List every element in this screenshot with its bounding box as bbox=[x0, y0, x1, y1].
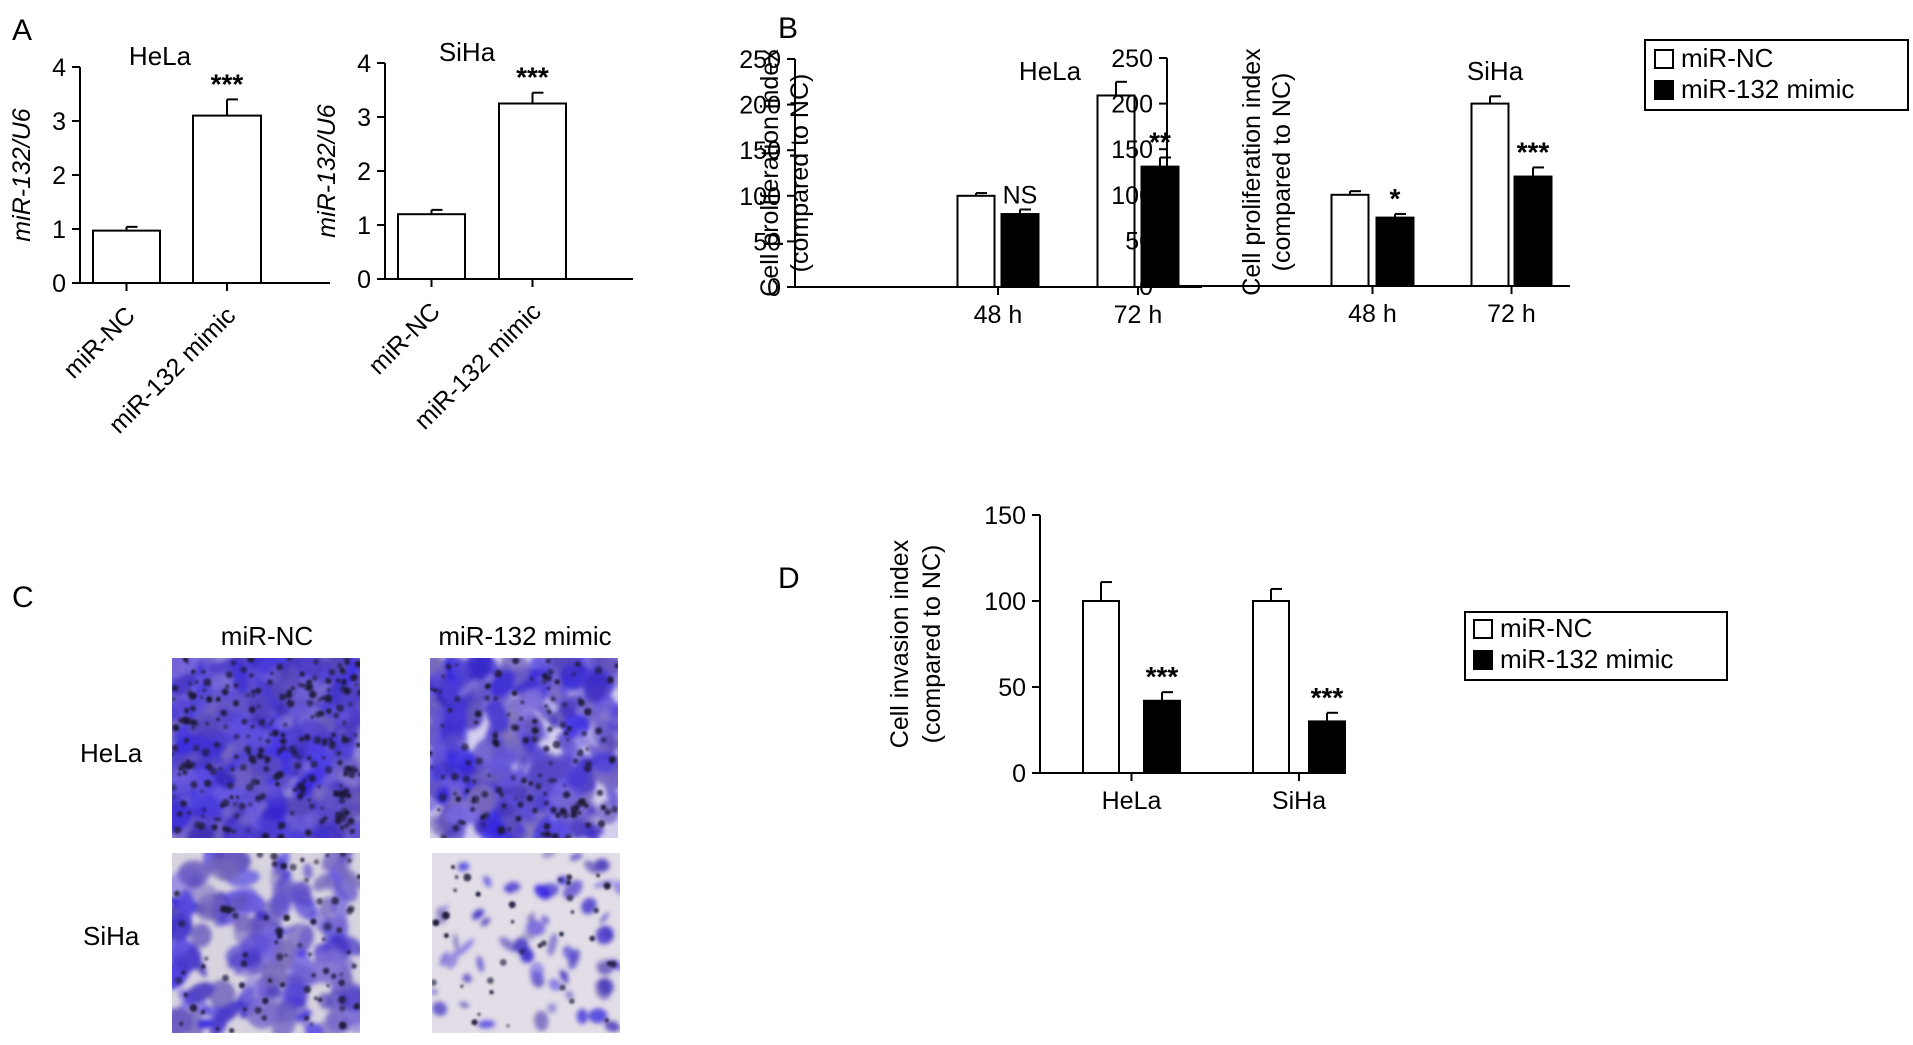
significance-label: *** bbox=[211, 68, 244, 99]
y-tick-label: 4 bbox=[52, 54, 66, 82]
y-tick-label: 0 bbox=[1012, 760, 1026, 788]
significance-label: * bbox=[1390, 183, 1401, 214]
bar bbox=[1330, 193, 1370, 287]
x-tick-label: miR-NC bbox=[363, 297, 446, 380]
y-tick-label: 50 bbox=[998, 674, 1026, 702]
bar bbox=[92, 229, 161, 284]
chart-title: SiHa bbox=[1467, 56, 1524, 86]
y-axis-label: Cell proliferation index bbox=[1238, 48, 1266, 296]
panel-c-row-label-siha: SiHa bbox=[83, 921, 140, 951]
x-tick-label: HeLa bbox=[1102, 787, 1162, 815]
panel-letter-a: A bbox=[12, 14, 32, 47]
x-tick-label: 48 h bbox=[1348, 300, 1397, 328]
panel-c-row-label-hela: HeLa bbox=[80, 738, 143, 768]
bar bbox=[397, 213, 466, 280]
legend-b-frame bbox=[1644, 39, 1909, 111]
panel-c-col-label-mimic: miR-132 mimic bbox=[438, 621, 611, 651]
micrograph-hela-mir-nc bbox=[172, 658, 360, 838]
y-axis-label: (compared to NC) bbox=[1268, 73, 1296, 272]
legend-d-label-mimic: miR-132 mimic bbox=[1500, 644, 1673, 674]
significance-label: *** bbox=[1311, 682, 1344, 713]
legend-b-swatch-filled bbox=[1654, 80, 1674, 100]
y-tick-label: 2 bbox=[357, 158, 371, 186]
bar bbox=[192, 114, 262, 284]
y-tick-label: 200 bbox=[1111, 91, 1153, 119]
bar bbox=[1470, 102, 1510, 287]
y-tick-label: 4 bbox=[357, 50, 371, 78]
bar bbox=[1082, 600, 1120, 774]
y-tick-label: 250 bbox=[739, 46, 781, 74]
panel-c: miR-NC miR-132 mimic HeLa SiHa bbox=[80, 621, 620, 1033]
chart-b-hela: 0 50 100 150 200 250 HeLa Cell proliferation in… bbox=[739, 46, 1202, 329]
significance-label: *** bbox=[1146, 661, 1179, 692]
y-axis-label: (compared to NC) bbox=[918, 545, 946, 744]
legend-d-swatch-open bbox=[1473, 619, 1493, 639]
legend-b-label-nc: miR-NC bbox=[1681, 43, 1773, 73]
y-tick-label: 100 bbox=[984, 588, 1026, 616]
micrograph-hela-mir-132-mimic bbox=[430, 658, 618, 838]
bar bbox=[1096, 94, 1136, 289]
y-tick-label: 3 bbox=[52, 108, 66, 136]
y-tick-label: 100 bbox=[739, 183, 781, 211]
bar bbox=[1143, 699, 1181, 775]
legend-b-swatch-open bbox=[1654, 49, 1674, 69]
x-tick-label: SiHa bbox=[1272, 787, 1326, 815]
y-tick-label: 200 bbox=[739, 92, 781, 120]
y-tick-label: 50 bbox=[1125, 227, 1153, 255]
panel-letter-c: C bbox=[12, 581, 34, 614]
y-axis-label: miR-132/U6 bbox=[313, 104, 341, 237]
y-tick-label: 50 bbox=[753, 228, 781, 256]
chart-b-siha: 0 50 100 150 200 250 SiHa Cell proliferation in… bbox=[1111, 45, 1570, 328]
y-tick-label: 0 bbox=[52, 270, 66, 298]
bar bbox=[1000, 213, 1040, 288]
y-tick-label: 1 bbox=[357, 212, 371, 240]
chart-title: HeLa bbox=[129, 41, 192, 71]
x-tick-label: 72 h bbox=[1487, 300, 1536, 328]
significance-label: *** bbox=[1517, 136, 1550, 167]
y-tick-label: 150 bbox=[739, 137, 781, 165]
panel-letter-b: B bbox=[778, 12, 798, 45]
chart-d: 0 50 100 150 Cell invasion index (compared to… bbox=[886, 502, 1346, 815]
micrograph-siha-mir-nc bbox=[172, 853, 360, 1033]
legend-d-label-nc: miR-NC bbox=[1500, 613, 1592, 643]
y-tick-label: 0 bbox=[1139, 273, 1153, 301]
chart-title: HeLa bbox=[1019, 56, 1082, 86]
y-tick-label: 150 bbox=[984, 502, 1026, 530]
significance-label: *** bbox=[516, 62, 549, 93]
y-tick-label: 0 bbox=[767, 274, 781, 302]
y-tick-label: 0 bbox=[357, 266, 371, 294]
bar bbox=[1513, 175, 1553, 287]
bar bbox=[1375, 216, 1415, 288]
y-tick-label: 250 bbox=[1111, 45, 1153, 73]
x-tick-label: 48 h bbox=[974, 301, 1023, 329]
legend-d-frame bbox=[1464, 611, 1728, 681]
micrograph-siha-mir-132-mimic bbox=[432, 853, 620, 1033]
y-axis-label: Cell proliferation index bbox=[756, 49, 784, 297]
legend-b: miR-NC miR-132 mimic bbox=[1644, 39, 1909, 111]
y-tick-label: 2 bbox=[52, 162, 66, 190]
y-tick-label: 100 bbox=[1111, 182, 1153, 210]
panel-letter-d: D bbox=[778, 562, 800, 595]
bar bbox=[498, 102, 567, 280]
y-axis-label: Cell invasion index bbox=[886, 539, 914, 748]
panel-c-col-label-nc: miR-NC bbox=[221, 621, 313, 651]
bar bbox=[956, 194, 996, 288]
legend-d: miR-NC miR-132 mimic bbox=[1464, 611, 1728, 681]
bar bbox=[1252, 600, 1290, 774]
chart-title: SiHa bbox=[439, 37, 496, 67]
x-tick-label: 72 h bbox=[1114, 301, 1163, 329]
y-tick-label: 150 bbox=[1111, 136, 1153, 164]
y-axis-label: miR-132/U6 bbox=[8, 108, 36, 241]
significance-label: NS bbox=[1003, 181, 1038, 209]
y-tick-label: 1 bbox=[52, 216, 66, 244]
bar bbox=[1308, 720, 1346, 775]
legend-b-label-mimic: miR-132 mimic bbox=[1681, 74, 1854, 104]
y-axis-label: (compared to NC) bbox=[786, 74, 814, 273]
x-tick-label: miR-NC bbox=[58, 301, 141, 384]
y-tick-label: 3 bbox=[357, 104, 371, 132]
legend-d-swatch-filled bbox=[1473, 650, 1493, 670]
